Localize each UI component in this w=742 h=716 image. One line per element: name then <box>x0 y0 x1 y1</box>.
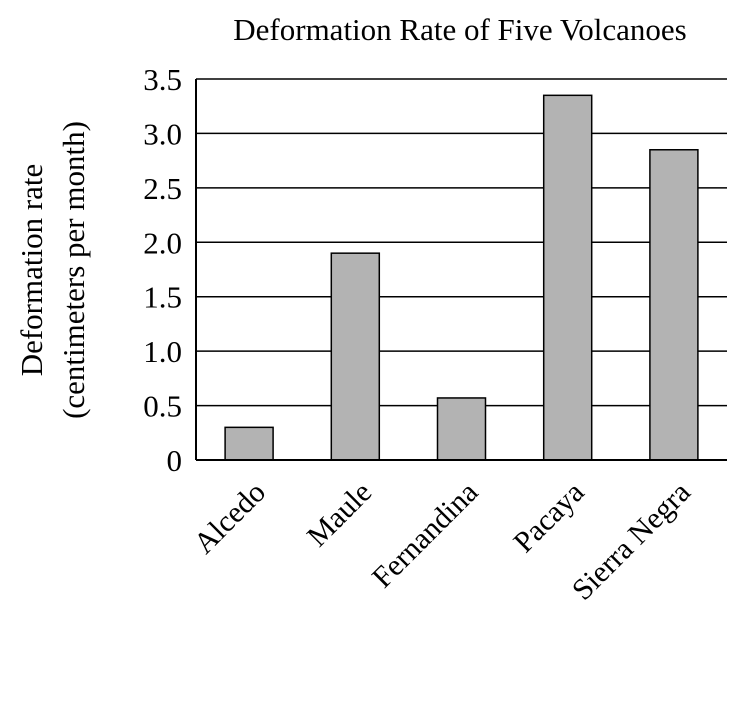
bar-pacaya <box>542 94 593 461</box>
gridlines <box>196 78 727 407</box>
category-label: Alcedo <box>187 476 272 561</box>
y-tick-labels: 0 0.5 1.0 1.5 2.0 2.5 3.0 3.5 <box>143 62 182 478</box>
bar-fernandina <box>436 397 487 461</box>
y-axis-title: Deformation rate (centimeters per month) <box>14 121 91 419</box>
y-tick-label: 3.5 <box>143 62 182 97</box>
y-tick-label: 3.0 <box>143 116 182 151</box>
category-label: Fernandina <box>366 476 485 595</box>
y-tick-label: 0 <box>167 443 183 478</box>
y-tick-label: 2.5 <box>143 171 182 206</box>
category-label: Maule <box>301 476 379 554</box>
y-tick-label: 0.5 <box>143 389 182 424</box>
bars <box>224 94 699 461</box>
bar-maule <box>330 252 381 461</box>
y-axis-title-line-1: Deformation rate <box>14 164 49 377</box>
y-tick-label: 1.0 <box>143 334 182 369</box>
y-tick-label: 1.5 <box>143 280 182 315</box>
y-axis-title-line-2: (centimeters per month) <box>56 121 91 419</box>
chart-title: Deformation Rate of Five Volcanoes <box>233 12 686 47</box>
bar-alcedo <box>224 426 274 461</box>
bar-sierra-negra <box>649 149 699 461</box>
category-label: Pacaya <box>507 476 590 559</box>
y-tick-label: 2.0 <box>143 225 182 260</box>
